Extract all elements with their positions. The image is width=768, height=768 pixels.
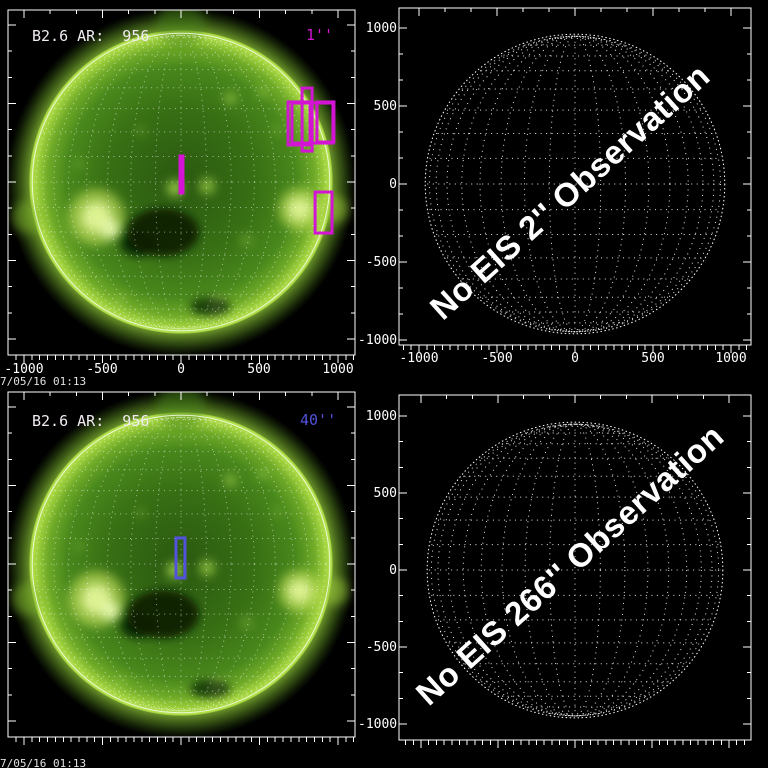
panel-bottom-left	[7, 391, 356, 745]
heliographic-grid	[427, 35, 723, 333]
heliographic-grid	[34, 34, 328, 330]
solar-limb	[424, 33, 726, 335]
x-axis-tick-label: 500	[641, 351, 665, 366]
x-axis-tick-label: 1000	[715, 351, 747, 366]
fov-rect	[300, 86, 314, 153]
y-axis-tick-label: 1000	[365, 21, 397, 36]
fov-rect	[313, 190, 334, 235]
y-axis-tick-label: -500	[365, 640, 397, 655]
panel-top-right	[398, 7, 752, 353]
panel-top-left	[7, 9, 356, 363]
axis-ticks	[399, 395, 751, 748]
x-axis-tick-label: -1000	[4, 362, 44, 377]
ar-summary-label-bottom: B2.6 AR: 956	[32, 412, 150, 430]
heliographic-grid	[34, 416, 328, 712]
y-axis-tick-label: 500	[373, 99, 397, 114]
eis-fov-overlay	[178, 86, 336, 235]
observation-date-label-top: 7/05/16 01:13	[0, 375, 87, 388]
fov-rect	[315, 100, 336, 144]
x-axis-tick-label: -1000	[399, 351, 439, 366]
heliographic-grid	[429, 423, 721, 717]
solar-limb	[31, 32, 331, 332]
x-axis-tick-label: -500	[481, 351, 513, 366]
panel-bottom-right	[398, 394, 752, 748]
axis-ticks	[8, 392, 355, 745]
x-axis-tick-label: -500	[86, 362, 118, 377]
solar-limb	[426, 421, 724, 719]
x-axis-tick-label: 0	[177, 362, 185, 377]
fov-rect	[178, 154, 185, 195]
ar-summary-label-top: B2.6 AR: 956	[32, 27, 150, 45]
y-axis-tick-label: 0	[389, 563, 397, 578]
eis-fov-overlay	[174, 536, 187, 580]
x-axis-tick-label: 1000	[322, 362, 354, 377]
x-axis-tick-label: 0	[571, 351, 579, 366]
y-axis-tick-label: 0	[389, 177, 397, 192]
slit-size-label-40arcsec: 40''	[300, 411, 337, 429]
y-axis-tick-label: -500	[365, 255, 397, 270]
x-axis-tick-label: 500	[247, 362, 271, 377]
y-axis-tick-label: -1000	[358, 717, 398, 732]
axis-ticks	[8, 10, 355, 363]
solar-disk-image	[8, 392, 355, 737]
fov-rect	[174, 536, 187, 580]
y-axis-tick-label: 1000	[365, 409, 397, 424]
slit-size-label-1arcsec: 1''	[306, 26, 334, 44]
solar-limb	[31, 414, 331, 714]
observation-date-label-bottom: 7/05/16 01:13	[0, 757, 87, 768]
y-axis-tick-label: 500	[373, 486, 397, 501]
y-axis-tick-label: -1000	[358, 333, 398, 348]
axis-ticks	[399, 8, 751, 353]
